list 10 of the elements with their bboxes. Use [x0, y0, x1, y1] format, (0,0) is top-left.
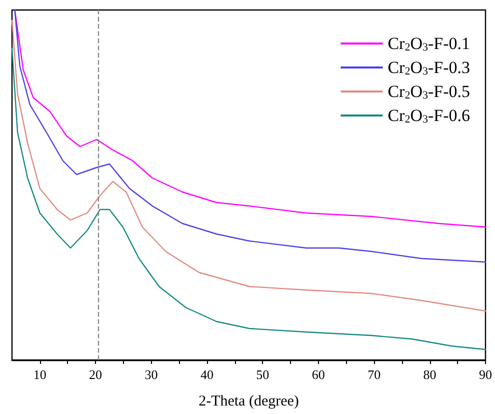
x-tick-label: 60: [312, 367, 325, 382]
x-tick-label: 10: [33, 367, 46, 382]
x-tick-label: 40: [200, 367, 214, 382]
x-axis-title: 2-Theta (degree): [198, 394, 299, 410]
x-tick-label: 20: [89, 367, 102, 382]
x-tick-label: 30: [144, 367, 158, 382]
x-tick-label: 70: [368, 367, 381, 382]
x-tick-label: 50: [256, 367, 270, 382]
x-tick-label: 80: [423, 367, 436, 382]
x-tick-label: 90: [479, 367, 492, 382]
